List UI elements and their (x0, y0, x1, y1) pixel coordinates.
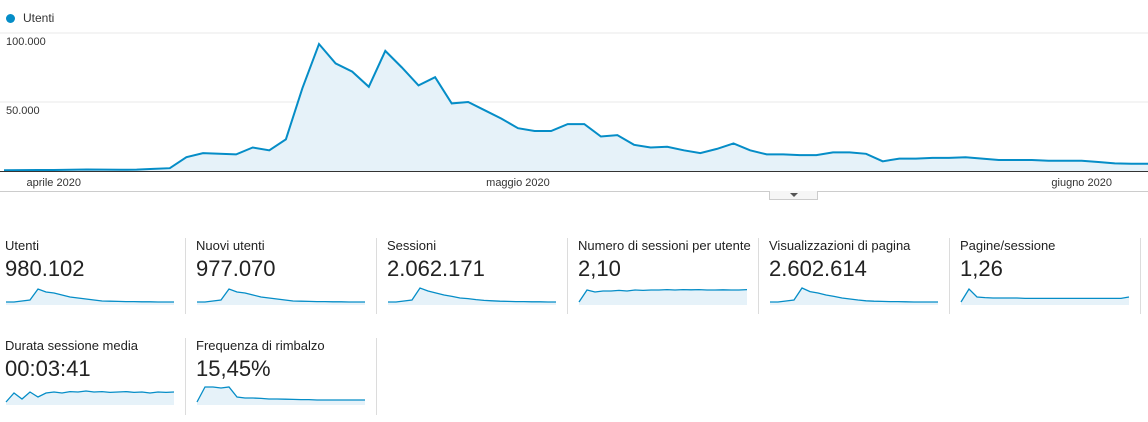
scorecard-value: 2.062.171 (387, 256, 485, 281)
sparkline-area (197, 289, 365, 305)
scorecard-label: Numero di sessioni per utente (578, 238, 751, 253)
legend-dot-icon (6, 13, 15, 23)
scorecard-value: 977.070 (196, 256, 276, 281)
triangle-down-icon (789, 193, 798, 197)
scorecard[interactable]: Visualizzazioni di pagina 2.602.614 (769, 238, 950, 314)
scorecard-label: Nuovi utenti (196, 238, 265, 253)
scorecard[interactable]: Durata sessione media 00:03:41 (5, 338, 186, 415)
scorecard[interactable]: Pagine/sessione 1,26 (960, 238, 1141, 314)
scorecard-value: 15,45% (196, 356, 271, 381)
sparkline-area (961, 289, 1129, 305)
sparkline-area (197, 387, 365, 405)
sparkline-area (579, 289, 747, 305)
scorecard-label: Sessioni (387, 238, 437, 253)
sparkline-line (960, 287, 1130, 303)
x-tick-label: aprile 2020 (27, 177, 81, 189)
x-tick-label: maggio 2020 (486, 177, 550, 189)
scorecard-label: Pagine/sessione (960, 238, 1056, 253)
sparkline-line (6, 288, 174, 303)
sparkline (197, 288, 365, 305)
series-area (4, 44, 1148, 171)
sparkline (770, 287, 938, 305)
sparkline-line (388, 287, 556, 303)
scorecard-value: 2.602.614 (769, 256, 867, 281)
sparkline-area (388, 288, 556, 305)
sparkline (578, 288, 748, 305)
scorecard-value: 1,26 (960, 256, 1003, 281)
scorecard-label: Frequenza di rimbalzo (196, 338, 325, 353)
chart-legend[interactable]: Utenti (6, 11, 54, 25)
scorecard[interactable]: Numero di sessioni per utente 2,10 (578, 238, 759, 314)
chart-collapse-toggle[interactable] (769, 191, 818, 200)
scorecard-label: Visualizzazioni di pagina (769, 238, 911, 253)
sparkline-area (6, 289, 174, 305)
scorecard-label: Durata sessione media (5, 338, 138, 353)
sparkline-line (770, 287, 938, 303)
sparkline-line (197, 288, 365, 303)
sparkline (5, 390, 175, 405)
sparkline-line (196, 386, 365, 403)
scorecard[interactable]: Frequenza di rimbalzo 15,45% (196, 338, 377, 415)
scorecard-value: 00:03:41 (5, 356, 91, 381)
scorecard-value: 2,10 (578, 256, 621, 281)
sparkline (388, 287, 556, 305)
sparkline-line (5, 390, 175, 403)
legend-label: Utenti (23, 11, 55, 25)
sparkline-line (578, 288, 748, 303)
scorecard[interactable]: Sessioni 2.062.171 (387, 238, 568, 314)
x-tick-label: giugno 2020 (1051, 177, 1112, 189)
sparkline-area (6, 391, 174, 405)
y-tick-label: 100.000 (6, 36, 46, 48)
sparkline (960, 287, 1130, 305)
scorecard-value: 980.102 (5, 256, 85, 281)
series-line-utenti (3, 42, 1148, 172)
main-chart: 100.000 50.000 aprile 2020 maggio 2020 giugn… (0, 32, 1148, 192)
scorecard-label: Utenti (5, 238, 39, 253)
scorecard[interactable]: Utenti 980.102 (5, 238, 186, 314)
sparkline (196, 386, 365, 405)
scorecard[interactable]: Nuovi utenti 977.070 (196, 238, 377, 314)
sparkline (6, 288, 174, 305)
y-tick-label: 50.000 (6, 105, 40, 117)
